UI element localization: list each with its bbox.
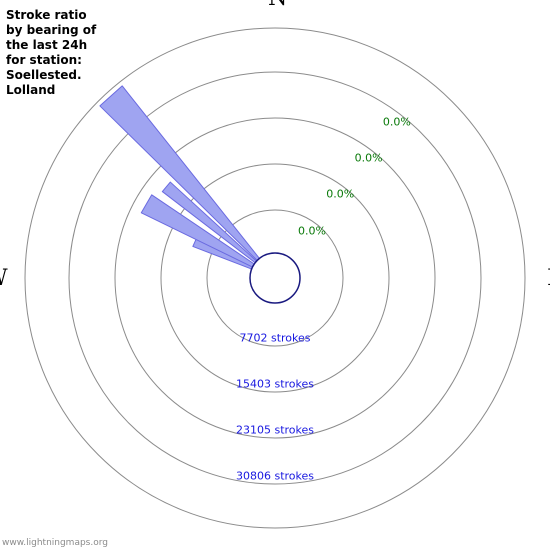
title-line: the last 24h [6,38,96,53]
percent-label: 0.0% [326,188,354,201]
title-line: by bearing of [6,23,96,38]
cardinal-n: N [268,0,287,11]
percent-label: 0.0% [298,224,326,237]
title-line: for station: [6,53,96,68]
percent-label: 0.0% [383,115,411,128]
strokes-label: 23105 strokes [236,424,314,437]
title-line: Soellested. [6,68,96,83]
strokes-label: 15403 strokes [236,378,314,391]
credit-text: www.lightningmaps.org [2,538,108,548]
percent-label: 0.0% [355,152,383,165]
cardinal-w: W [0,266,8,291]
plot-title: Stroke ratioby bearing ofthe last 24hfor… [6,8,96,98]
strokes-label: 30806 strokes [236,470,314,483]
title-line: Lolland [6,83,96,98]
title-line: Stroke ratio [6,8,96,23]
strokes-label: 7702 strokes [239,332,310,345]
